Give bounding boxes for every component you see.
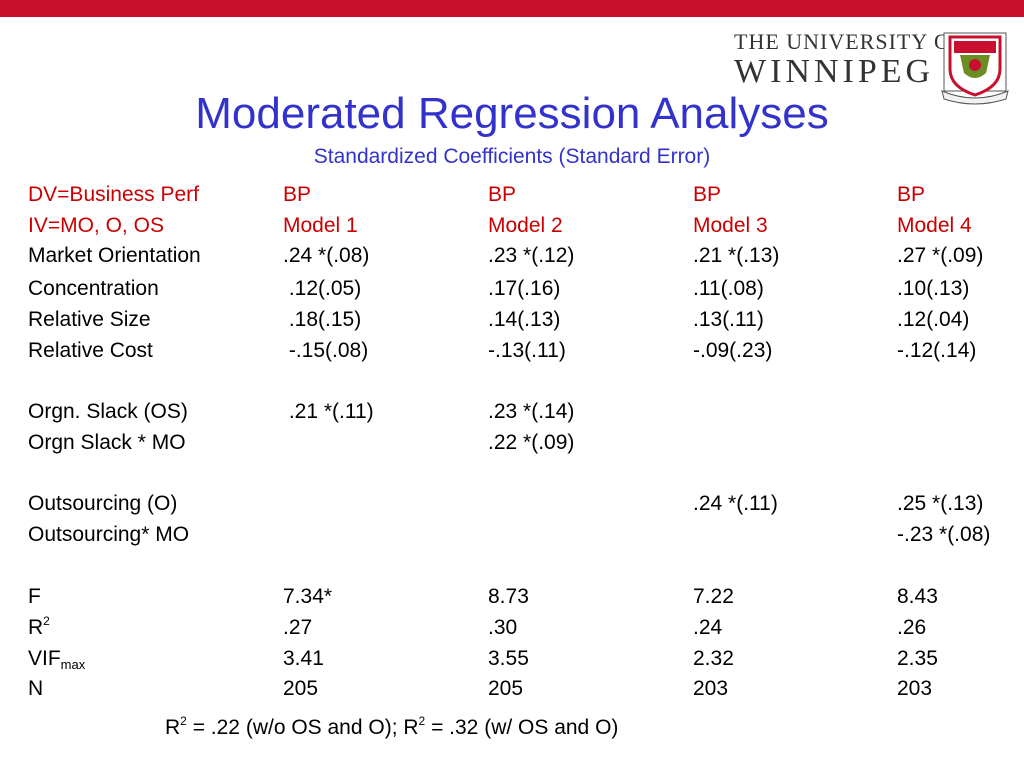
footnote-sup1: 2 bbox=[180, 714, 187, 728]
top-accent-bar bbox=[0, 0, 1024, 17]
footnote: R2 = .22 (w/o OS and O); R2 = .32 (w/ OS… bbox=[165, 713, 618, 743]
table-cell: 8.73 bbox=[488, 585, 529, 608]
header-cell: BP bbox=[897, 183, 926, 206]
table-cell: 2.32 bbox=[693, 647, 734, 670]
table-cell: 7.22 bbox=[693, 585, 734, 608]
row-label: VIFmax bbox=[28, 644, 85, 674]
table-row: Outsourcing (O) .24 *(.11) .25 *(.13) bbox=[0, 489, 1024, 519]
table-cell: .13(.11) bbox=[693, 308, 764, 331]
page-subtitle: Standardized Coefficients (Standard Erro… bbox=[313, 145, 711, 168]
logo-line1: THE UNIVERSITY OF bbox=[734, 29, 965, 54]
table-row: Relative Cost -.15(.08) -.13(.11) -.09(.… bbox=[0, 336, 1024, 366]
header-cell: Model 3 bbox=[693, 214, 768, 237]
table-cell: .14(.13) bbox=[488, 308, 561, 331]
table-cell: 205 bbox=[283, 677, 319, 700]
header-cell: BP bbox=[693, 183, 722, 206]
table-cell: .21 *(.11) bbox=[283, 400, 374, 423]
table-header-row: DV=Business Perf BP BP BP BP bbox=[0, 180, 1024, 210]
row-label: Relative Size bbox=[28, 308, 151, 331]
table-cell: .12(.04) bbox=[897, 308, 970, 331]
r-squared-sup: 2 bbox=[43, 614, 50, 628]
row-label: N bbox=[28, 677, 44, 700]
footnote-part3: = .32 (w/ OS and O) bbox=[425, 716, 619, 739]
table-cell: .27 bbox=[283, 616, 313, 639]
table-row: Relative Size .18(.15) .14(.13) .13(.11)… bbox=[0, 305, 1024, 335]
table-cell: 8.43 bbox=[897, 585, 938, 608]
table-cell: 203 bbox=[693, 677, 729, 700]
row-label: Orgn Slack * MO bbox=[28, 431, 186, 454]
table-cell: .23 *(.14) bbox=[488, 400, 575, 423]
footnote-sup2: 2 bbox=[418, 714, 426, 728]
table-row: Market Orientation .24 *(.08) .23 *(.12)… bbox=[0, 241, 1024, 271]
page-title: Moderated Regression Analyses bbox=[195, 89, 829, 138]
table-cell: .10(.13) bbox=[897, 277, 970, 300]
header-cell: Model 2 bbox=[488, 214, 563, 237]
table-cell: 2.35 bbox=[897, 647, 938, 670]
header-cell: BP bbox=[283, 183, 312, 206]
row-label: F bbox=[28, 585, 41, 608]
table-cell: -.23 *(.08) bbox=[897, 523, 991, 546]
row-label: Orgn. Slack (OS) bbox=[28, 400, 188, 423]
table-cell: -.09(.23) bbox=[693, 339, 773, 362]
table-row: Outsourcing* MO -.23 *(.08) bbox=[0, 520, 1024, 550]
table-cell: .17(.16) bbox=[488, 277, 561, 300]
row-label: Concentration bbox=[28, 277, 159, 300]
logo-line2: WINNIPEG bbox=[734, 53, 935, 90]
table-cell: -.12(.14) bbox=[897, 339, 977, 362]
table-cell: 3.55 bbox=[488, 647, 529, 670]
university-logo-text: THE UNIVERSITY OF WINNIPEG bbox=[734, 29, 965, 90]
row-label: Market Orientation bbox=[28, 244, 201, 267]
table-cell: -.15(.08) bbox=[283, 339, 369, 362]
vif-max-sub: max bbox=[60, 657, 86, 672]
table-cell: 203 bbox=[897, 677, 933, 700]
table-row: Orgn Slack * MO .22 *(.09) bbox=[0, 428, 1024, 458]
table-cell: .24 bbox=[693, 616, 723, 639]
table-row: Concentration .12(.05) .17(.16) .11(.08)… bbox=[0, 274, 1024, 304]
row-label: Outsourcing (O) bbox=[28, 492, 178, 515]
university-crest-icon bbox=[941, 32, 1009, 105]
table-cell: -.13(.11) bbox=[488, 339, 566, 362]
table-cell: 3.41 bbox=[283, 647, 324, 670]
table-row: VIFmax 3.41 3.55 2.32 2.35 bbox=[0, 644, 1024, 674]
table-row: N 205 205 203 203 bbox=[0, 674, 1024, 704]
header-cell: Model 4 bbox=[897, 214, 972, 237]
footnote-part2: = .22 (w/o OS and O); R bbox=[186, 716, 419, 739]
header-cell: IV=MO, O, OS bbox=[28, 214, 164, 237]
row-label: R2 bbox=[28, 613, 50, 643]
row-label: Relative Cost bbox=[28, 339, 153, 362]
table-header-row: IV=MO, O, OS Model 1 Model 2 Model 3 Mod… bbox=[0, 211, 1024, 241]
table-cell: .18(.15) bbox=[283, 308, 362, 331]
r-label: R bbox=[28, 616, 44, 639]
table-cell: .25 *(.13) bbox=[897, 492, 984, 515]
footnote-part1: R bbox=[165, 716, 181, 739]
table-cell: 205 bbox=[488, 677, 524, 700]
header-cell: DV=Business Perf bbox=[28, 183, 199, 206]
table-cell: .22 *(.09) bbox=[488, 431, 575, 454]
table-cell: .21 *(.13) bbox=[693, 244, 780, 267]
table-cell: .12(.05) bbox=[283, 277, 362, 300]
table-cell: 7.34* bbox=[283, 585, 333, 608]
table-cell: .26 bbox=[897, 616, 927, 639]
table-cell: .24 *(.08) bbox=[283, 244, 370, 267]
header-cell: BP bbox=[488, 183, 517, 206]
table-row: F 7.34* 8.73 7.22 8.43 bbox=[0, 582, 1024, 612]
table-row: Orgn. Slack (OS) .21 *(.11) .23 *(.14) bbox=[0, 397, 1024, 427]
row-label: Outsourcing* MO bbox=[28, 523, 190, 546]
table-cell: .30 bbox=[488, 616, 518, 639]
vif-label: VIF bbox=[28, 647, 61, 670]
header-cell: Model 1 bbox=[283, 214, 358, 237]
table-cell: .23 *(.12) bbox=[488, 244, 575, 267]
table-row: R2 .27 .30 .24 .26 bbox=[0, 613, 1024, 643]
table-cell: .27 *(.09) bbox=[897, 244, 984, 267]
table-cell: .11(.08) bbox=[693, 277, 764, 300]
table-cell: .24 *(.11) bbox=[693, 492, 778, 515]
